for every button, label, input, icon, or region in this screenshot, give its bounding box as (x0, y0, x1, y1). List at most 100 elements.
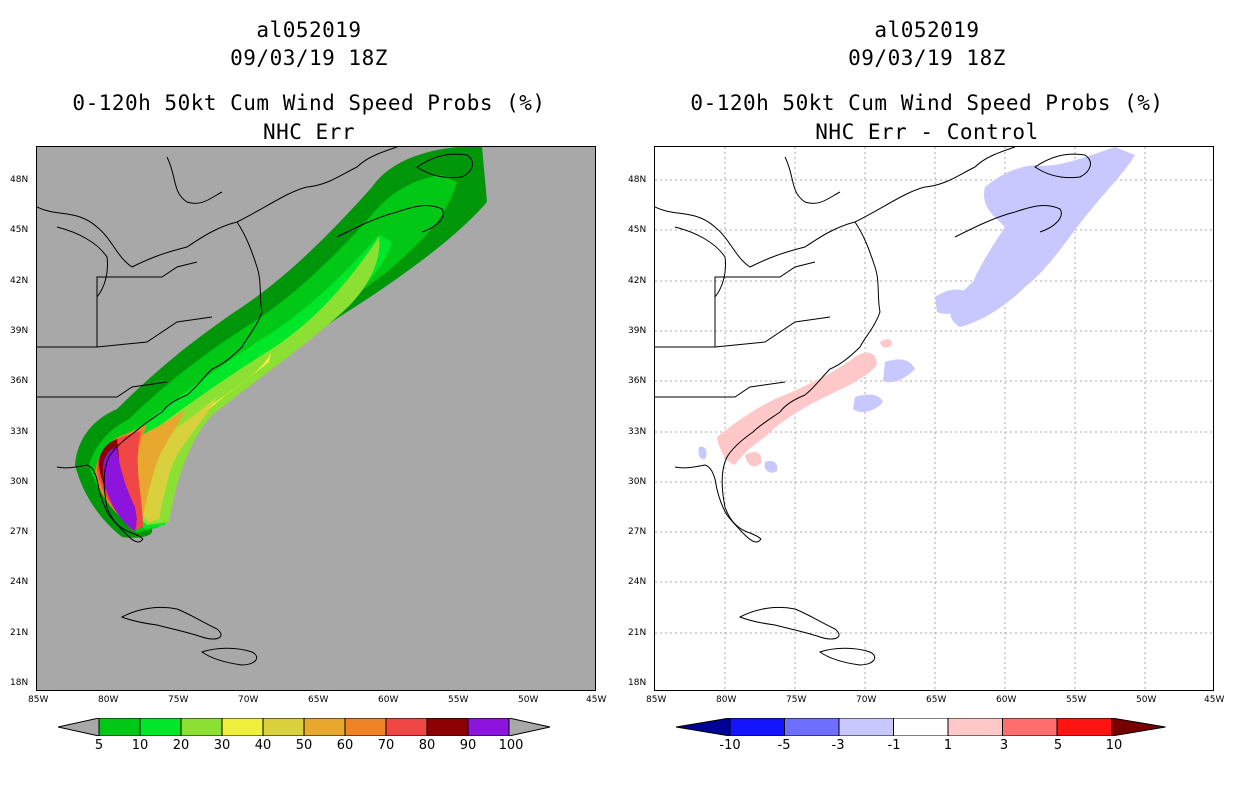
colorbar-label: 5 (1053, 738, 1063, 753)
diff-negative-region (950, 147, 1135, 327)
left-datetime: 09/03/19 18Z (230, 46, 388, 70)
colorbar-swatch (1002, 718, 1058, 736)
right-storm-id: al052019 (874, 18, 980, 42)
colorbar-label: 60 (336, 738, 354, 753)
lat-label: 39N (10, 326, 29, 336)
right-map (654, 146, 1214, 691)
colorbar-swatch (385, 718, 428, 736)
right-panel: al052019 09/03/19 18Z 0-120h 50kt Cum Wi… (618, 0, 1236, 800)
colorbar-label: 1 (943, 738, 953, 753)
colorbar-swatch (139, 718, 182, 736)
prob-30-contour (112, 237, 380, 525)
colorbar-label: -10 (719, 738, 741, 753)
colorbar-swatch (467, 718, 510, 736)
colorbar-right-arrow (1111, 718, 1166, 736)
left-subtitle: NHC Err (262, 120, 355, 144)
colorbar-label: 90 (459, 738, 477, 753)
colorbar-label: 50 (295, 738, 313, 753)
lon-label: 65W (308, 695, 329, 705)
diff-negative-region (935, 289, 973, 314)
colorbar-label: 40 (254, 738, 272, 753)
colorbar-swatch (303, 718, 346, 736)
diff-negative-region (698, 446, 707, 460)
colorbar-swatch (262, 718, 305, 736)
colorbar-label: 10 (1105, 738, 1123, 753)
colorbar-label: -1 (887, 738, 901, 753)
colorbar-swatch (1056, 718, 1112, 736)
lat-label: 36N (628, 376, 647, 386)
lon-label: 45W (586, 695, 607, 705)
right-colorbar (676, 718, 1176, 736)
colorbar-left-arrow (58, 718, 100, 736)
right-gridlines (655, 147, 1213, 690)
lat-label: 42N (628, 276, 647, 286)
diff-negative-region (883, 359, 915, 383)
lon-label: 55W (448, 695, 469, 705)
colorbar-swatch (838, 718, 894, 736)
colorbar-label: 100 (498, 738, 524, 753)
prob-100-contour (103, 447, 137, 531)
lat-label: 27N (10, 527, 29, 537)
diff-negative-region (764, 461, 778, 473)
lat-label: 21N (628, 628, 647, 638)
lon-label: 65W (926, 695, 947, 705)
lat-label: 30N (628, 477, 647, 487)
diff-positive-region (717, 352, 877, 465)
right-product-title: 0-120h 50kt Cum Wind Speed Probs (%) (690, 91, 1164, 115)
colorbar-swatch (344, 718, 387, 736)
lon-label: 50W (1136, 695, 1157, 705)
lon-label: 80W (716, 695, 737, 705)
diff-negative-region (853, 394, 883, 413)
lat-label: 18N (10, 678, 29, 688)
lon-label: 75W (786, 695, 807, 705)
colorbar-label: 20 (172, 738, 190, 753)
colorbar-label: -3 (831, 738, 845, 753)
lon-label: 75W (168, 695, 189, 705)
lon-label: 85W (28, 695, 49, 705)
lat-label: 48N (628, 175, 647, 185)
colorbar-swatch (180, 718, 223, 736)
colorbar-right-arrow (508, 718, 551, 736)
left-map (36, 146, 596, 691)
lat-label: 45N (10, 225, 29, 235)
colorbar-swatch (221, 718, 264, 736)
colorbar-label: -5 (777, 738, 791, 753)
left-panel: al052019 09/03/19 18Z 0-120h 50kt Cum Wi… (10, 18, 607, 753)
right-datetime: 09/03/19 18Z (848, 46, 1006, 70)
lat-label: 24N (10, 577, 29, 587)
lat-label: 24N (628, 577, 647, 587)
lat-label: 42N (10, 276, 29, 286)
lat-label: 48N (10, 175, 29, 185)
colorbar-label: 5 (94, 738, 104, 753)
colorbar-label: 30 (213, 738, 231, 753)
left-product-title: 0-120h 50kt Cum Wind Speed Probs (%) (72, 91, 546, 115)
diff-positive-region (880, 339, 893, 348)
lon-label: 85W (646, 695, 667, 705)
lat-label: 36N (10, 376, 29, 386)
lon-label: 50W (518, 695, 539, 705)
lat-label: 39N (628, 326, 647, 336)
lat-label: 21N (10, 628, 29, 638)
lon-label: 45W (1204, 695, 1225, 705)
diff-positive-region (745, 451, 762, 467)
right-subtitle: NHC Err - Control (815, 120, 1039, 144)
lat-label: 30N (10, 477, 29, 487)
colorbar-label: 70 (377, 738, 395, 753)
lat-label: 18N (628, 678, 647, 688)
lon-label: 80W (98, 695, 119, 705)
colorbar-label: 3 (999, 738, 1009, 753)
colorbar-swatch (947, 718, 1003, 736)
colorbar-swatch (98, 718, 141, 736)
lat-label: 33N (10, 427, 29, 437)
colorbar-swatch (893, 718, 949, 736)
left-coastlines (37, 147, 473, 666)
lon-label: 55W (1066, 695, 1087, 705)
left-colorbar (58, 718, 558, 736)
colorbar-left-arrow (676, 718, 731, 736)
colorbar-swatch (426, 718, 469, 736)
lon-label: 70W (856, 695, 877, 705)
colorbar-label: 10 (131, 738, 149, 753)
colorbar-swatch (784, 718, 840, 736)
lon-label: 60W (378, 695, 399, 705)
colorbar-label: 80 (418, 738, 436, 753)
